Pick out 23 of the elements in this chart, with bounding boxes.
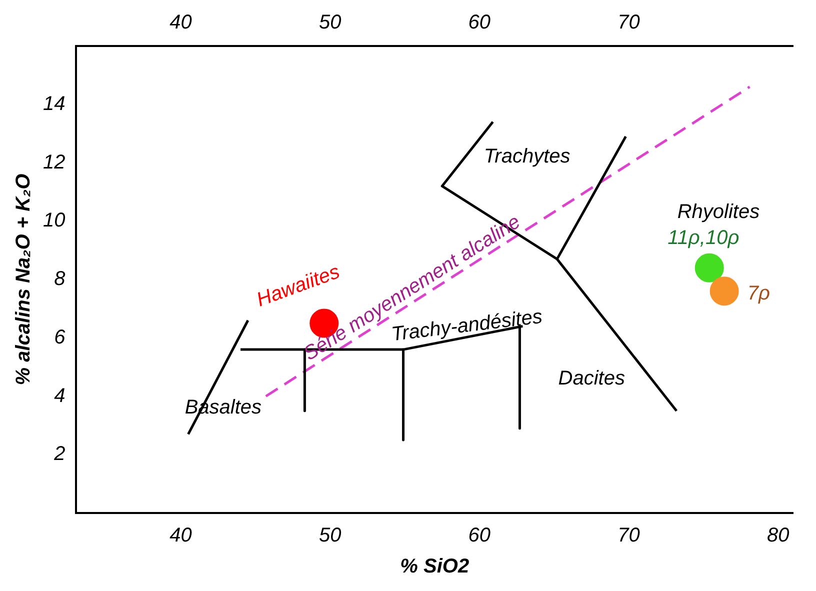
x-tick-label: 80: [766, 524, 790, 547]
x2-tick-label: 40: [170, 12, 192, 34]
x-tick-label: 60: [468, 524, 491, 547]
y-axis-title: % alcalins Na₂O + K₂O: [12, 173, 35, 386]
x-axis-title: % SiO2: [400, 556, 470, 578]
annotation: Dacites: [558, 367, 625, 390]
x2-tick-label: 50: [318, 12, 342, 34]
x2-tick-label: 60: [468, 12, 491, 34]
y-tick-label: 12: [42, 151, 66, 174]
y-tick-label: 2: [53, 443, 66, 466]
x2-tick-label: 70: [618, 12, 640, 34]
y-tick-label: 8: [54, 268, 66, 290]
annotation: 7ρ: [747, 282, 770, 305]
x-tick-label: 50: [318, 524, 342, 547]
x-tick-label: 70: [618, 524, 640, 547]
y-tick-label: 10: [42, 210, 66, 232]
y-tick-label: 14: [42, 92, 66, 115]
y-tick-label: 6: [54, 326, 66, 348]
annotation: Trachytes: [484, 145, 570, 168]
x-tick-label: 40: [170, 524, 192, 547]
y-tick-label: 4: [54, 384, 66, 407]
annotation: Rhyolites: [677, 200, 760, 223]
annotation: 11ρ,10ρ: [668, 227, 740, 250]
